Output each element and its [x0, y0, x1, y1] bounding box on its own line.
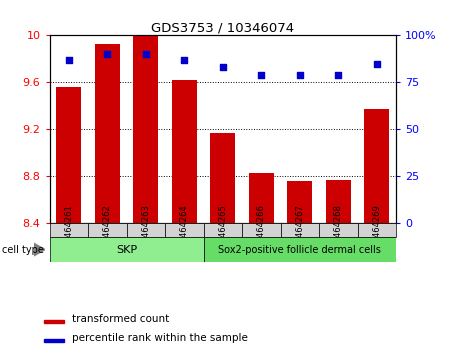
Bar — [172, 80, 197, 223]
Bar — [249, 173, 274, 223]
FancyBboxPatch shape — [242, 223, 280, 237]
Text: GSM464264: GSM464264 — [180, 205, 189, 255]
Bar — [133, 35, 158, 223]
Point — [104, 51, 111, 57]
Text: GSM464261: GSM464261 — [64, 205, 73, 255]
Bar — [210, 133, 235, 223]
Text: GSM464269: GSM464269 — [372, 205, 381, 255]
Point — [258, 72, 265, 78]
Bar — [364, 109, 389, 223]
FancyBboxPatch shape — [165, 223, 203, 237]
Point — [335, 72, 342, 78]
Text: GSM464263: GSM464263 — [141, 204, 150, 255]
Point — [65, 57, 72, 63]
Text: transformed count: transformed count — [72, 314, 169, 324]
FancyBboxPatch shape — [126, 223, 165, 237]
Bar — [326, 179, 351, 223]
Text: GSM464266: GSM464266 — [257, 204, 266, 255]
Point — [180, 57, 188, 63]
Text: SKP: SKP — [116, 245, 137, 255]
Text: GSM464262: GSM464262 — [103, 205, 112, 255]
FancyBboxPatch shape — [319, 223, 357, 237]
Bar — [44, 339, 64, 342]
FancyBboxPatch shape — [357, 223, 396, 237]
Point — [142, 51, 149, 57]
Bar — [95, 44, 120, 223]
FancyBboxPatch shape — [203, 237, 396, 262]
Point — [219, 64, 226, 70]
Text: GSM464267: GSM464267 — [295, 204, 304, 255]
FancyBboxPatch shape — [280, 223, 319, 237]
Bar — [287, 181, 312, 223]
FancyBboxPatch shape — [50, 223, 88, 237]
Text: Sox2-positive follicle dermal cells: Sox2-positive follicle dermal cells — [218, 245, 381, 255]
FancyBboxPatch shape — [203, 223, 242, 237]
Text: percentile rank within the sample: percentile rank within the sample — [72, 333, 248, 343]
Text: cell type: cell type — [2, 245, 44, 255]
FancyBboxPatch shape — [50, 237, 203, 262]
Title: GDS3753 / 10346074: GDS3753 / 10346074 — [151, 21, 294, 34]
Polygon shape — [34, 243, 45, 256]
Bar — [56, 87, 81, 223]
Bar — [44, 320, 64, 323]
Text: GSM464265: GSM464265 — [218, 205, 227, 255]
Point — [296, 72, 303, 78]
FancyBboxPatch shape — [88, 223, 126, 237]
Text: GSM464268: GSM464268 — [334, 204, 343, 255]
Point — [373, 61, 380, 66]
